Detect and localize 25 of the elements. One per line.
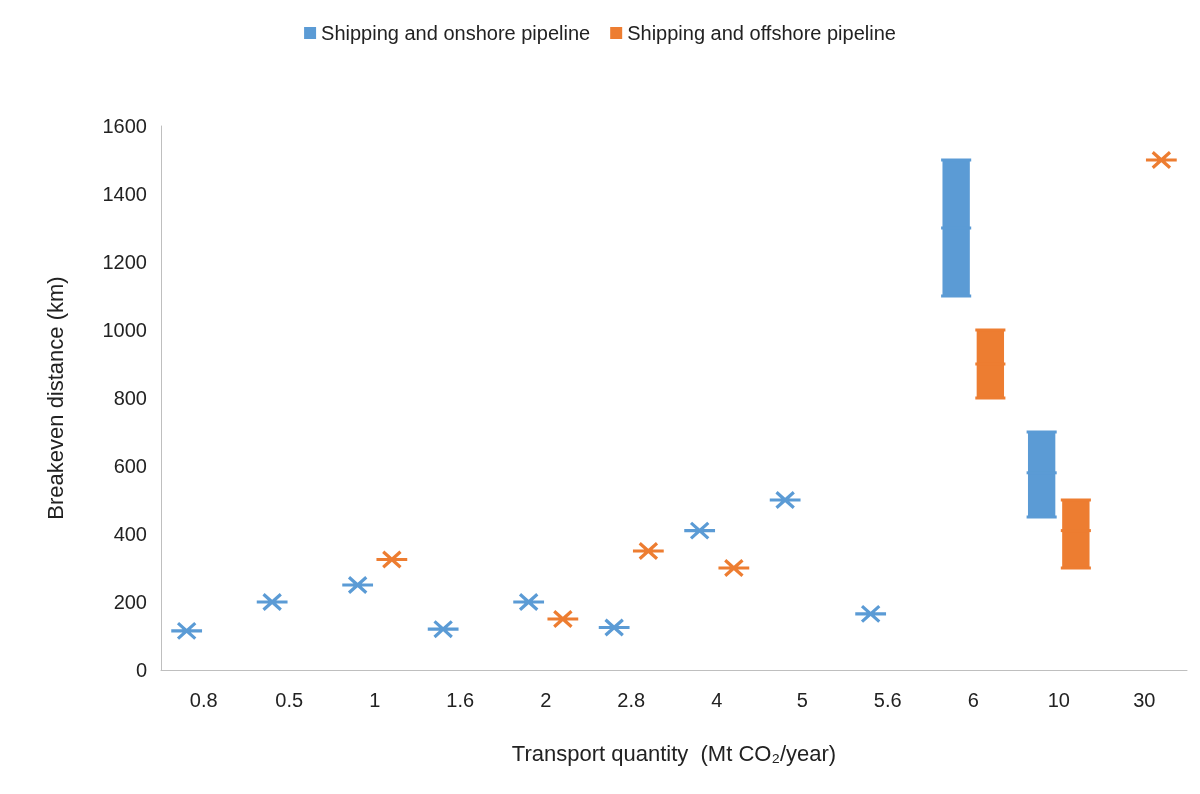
y-tick-label: 200	[113, 591, 147, 613]
x-tick-label: 10	[1047, 689, 1070, 711]
y-tick-label: 400	[113, 523, 147, 545]
x-tick-label: 2.8	[617, 689, 646, 711]
x-tick-label: 5	[796, 689, 808, 711]
y-tick-label: 1000	[102, 319, 147, 341]
y-tick-label: 1600	[102, 115, 147, 137]
y-tick-label: 600	[113, 455, 147, 477]
x-tick-label: 4	[711, 689, 723, 711]
y-tick-label: 800	[113, 387, 147, 409]
x-tick-label: 0.8	[189, 689, 218, 711]
y-tick-label: 1400	[102, 183, 147, 205]
legend-label: Shipping and offshore pipeline	[627, 22, 896, 44]
y-axis-title: Breakeven distance (km)	[42, 276, 68, 520]
x-tick-label: 2	[540, 689, 552, 711]
x-tick-label: 1.6	[446, 689, 475, 711]
y-tick-label: 0	[135, 659, 147, 681]
y-tick-label: 1200	[102, 251, 147, 273]
x-tick-label: 1	[369, 689, 381, 711]
x-tick-label: 5.6	[873, 689, 902, 711]
legend-label: Shipping and onshore pipeline	[321, 22, 591, 44]
x-axis-title: Transport quantity (Mt CO₂/year)	[511, 740, 837, 766]
x-tick-label: 0.5	[275, 689, 304, 711]
x-tick-label: 6	[967, 689, 979, 711]
x-tick-label: 30	[1133, 689, 1156, 711]
